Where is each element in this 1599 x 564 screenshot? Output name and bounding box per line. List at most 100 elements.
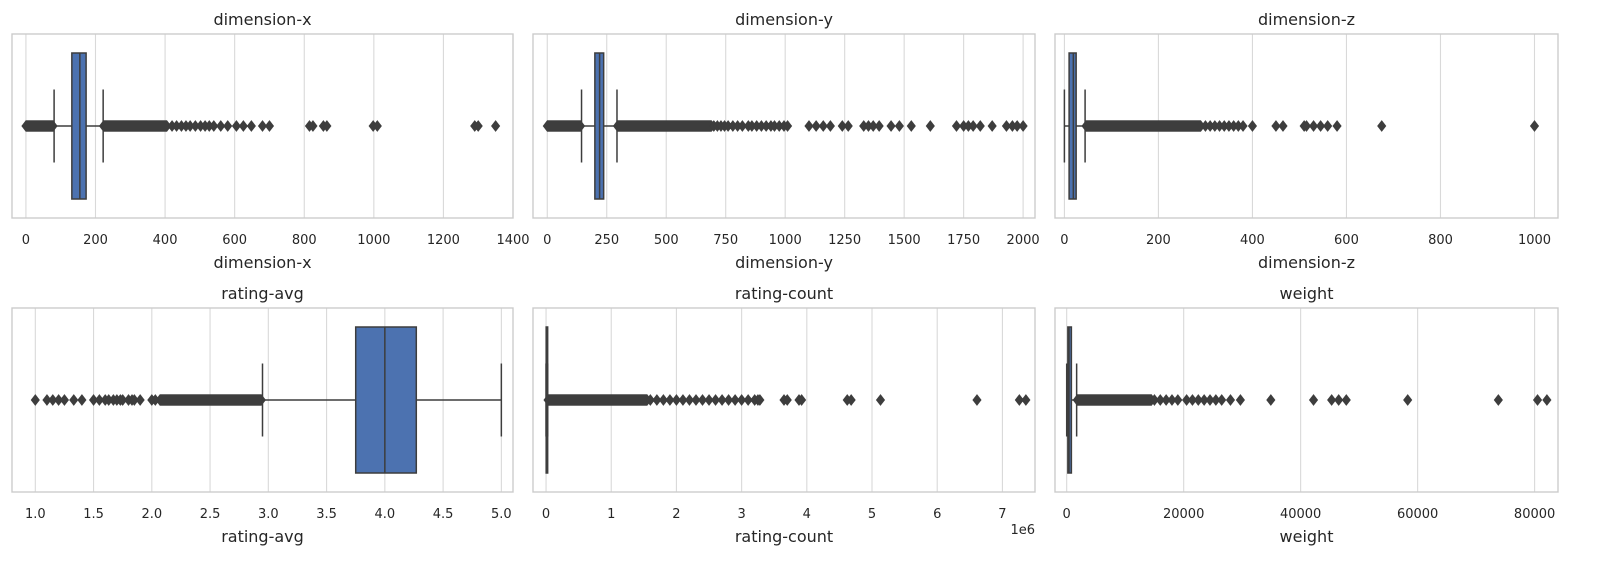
outlier-point [1403, 394, 1413, 406]
outlier-point [874, 120, 884, 132]
outlier-point [1247, 120, 1258, 132]
outlier-point [665, 394, 675, 406]
x-tick-label: 1750 [947, 233, 980, 248]
outlier-point [975, 120, 985, 132]
outlier-cluster-low [542, 120, 586, 132]
outlier-point [209, 120, 219, 132]
x-tick-label: 2.0 [141, 507, 162, 522]
outlier-point [473, 120, 483, 132]
chart-panel-4: 1.0 1.5 2.0 2.5 3.0 3.5 4.0 4.5 5.0 rating-avg rat… [11, 284, 514, 546]
x-tick-label: 4.5 [433, 507, 454, 522]
outlier-point [782, 120, 793, 132]
outlier-point [1173, 394, 1183, 406]
x-axis-offset-label: 1e6 [1010, 523, 1035, 538]
outlier-point [1334, 394, 1344, 406]
outlier-point [1332, 120, 1342, 132]
outlier-point [30, 394, 40, 406]
outlier-point [372, 120, 382, 132]
chart-panel-2: 0 250 500 750 1000 1250 1500 1750 2000 dimension-… [532, 10, 1040, 272]
x-axis-label: rating-avg [221, 527, 304, 546]
plot-frame [1054, 33, 1559, 219]
x-tick-label: 1250 [828, 233, 861, 248]
x-tick-label: 3 [737, 507, 745, 522]
x-tick-label: 40000 [1280, 507, 1321, 522]
x-tick-label: 400 [1240, 233, 1265, 248]
outlier-point [216, 120, 226, 132]
outlier-point [925, 120, 935, 132]
outlier-point [782, 394, 792, 406]
x-tick-label: 1 [607, 507, 615, 522]
x-tick-label: 400 [153, 233, 178, 248]
outlier-point [1217, 394, 1227, 406]
x-axis-label: dimension-y [735, 253, 833, 272]
outlier-point [135, 394, 145, 406]
outlier-point [710, 394, 721, 406]
outlier-cluster-low [21, 120, 58, 132]
outlier-point [1341, 394, 1351, 406]
box-iqr [71, 52, 87, 200]
x-tick-label: 500 [654, 233, 679, 248]
outlier-point [951, 120, 962, 132]
outlier-point [1018, 120, 1028, 132]
outlier-point [1529, 120, 1540, 132]
outlier-point [730, 394, 740, 406]
outlier-point [825, 120, 835, 132]
chart-title: dimension-x [213, 10, 311, 29]
outlier-point [684, 394, 695, 406]
outlier-point [691, 394, 701, 406]
outlier-point [1377, 120, 1387, 132]
outlier-point [704, 394, 714, 406]
outlier-point [223, 120, 233, 132]
outlier-point [231, 120, 241, 132]
outlier-point [1278, 120, 1288, 132]
chart-panel-5: 0 1 2 3 4 5 6 7 1e6 rating-count rating-count [532, 284, 1036, 546]
outlier-cluster-high [1081, 120, 1206, 132]
outlier-point [1014, 394, 1024, 406]
x-tick-label: 1200 [427, 233, 460, 248]
outlier-point [1238, 120, 1248, 132]
x-tick-label: 1400 [496, 233, 529, 248]
outlier-point [257, 120, 268, 132]
x-tick-label: 750 [713, 233, 738, 248]
outlier-point [743, 394, 753, 406]
chart-panel-1: 0 200 400 600 800 1000 1200 1400 dimension-x dime… [11, 10, 530, 272]
x-tick-label: 1000 [769, 233, 802, 248]
x-tick-label: 800 [1428, 233, 1453, 248]
outlier-point [1271, 120, 1281, 132]
x-tick-label: 0 [1060, 233, 1068, 248]
chart-panel-3: 0 200 400 600 800 1000 dimension-z dimension-z [1054, 10, 1559, 272]
outlier-point [69, 394, 79, 406]
outlier-point [886, 120, 896, 132]
outlier-point [678, 394, 688, 406]
x-tick-label: 20000 [1163, 507, 1204, 522]
x-tick-label: 1.0 [25, 507, 46, 522]
outlier-point [1308, 394, 1319, 406]
outlier-point [652, 394, 662, 406]
x-tick-label: 0 [543, 233, 551, 248]
outlier-point [1308, 120, 1319, 132]
outlier-point [1225, 394, 1236, 406]
x-tick-label: 200 [1146, 233, 1171, 248]
outlier-point [59, 394, 70, 406]
outlier-point [246, 120, 256, 132]
x-tick-label: 1500 [888, 233, 921, 248]
chart-title: dimension-z [1258, 10, 1355, 29]
x-axis-label: rating-count [735, 527, 833, 546]
outlier-point [1021, 394, 1031, 406]
x-tick-label: 0 [1063, 507, 1071, 522]
x-axis-label: dimension-z [1258, 253, 1355, 272]
outlier-point [308, 120, 318, 132]
chart-title: dimension-y [735, 10, 833, 29]
x-tick-label: 4.0 [374, 507, 395, 522]
outlier-point [987, 120, 997, 132]
outlier-point [972, 394, 982, 406]
plot-frame [11, 33, 514, 219]
outlier-point [1301, 120, 1312, 132]
outlier-cluster-high [543, 394, 652, 406]
outlier-point [658, 394, 668, 406]
x-tick-label: 0 [542, 507, 550, 522]
x-tick-label: 0 [22, 233, 30, 248]
outlier-point [671, 394, 682, 406]
outlier-cluster-high [98, 120, 172, 132]
